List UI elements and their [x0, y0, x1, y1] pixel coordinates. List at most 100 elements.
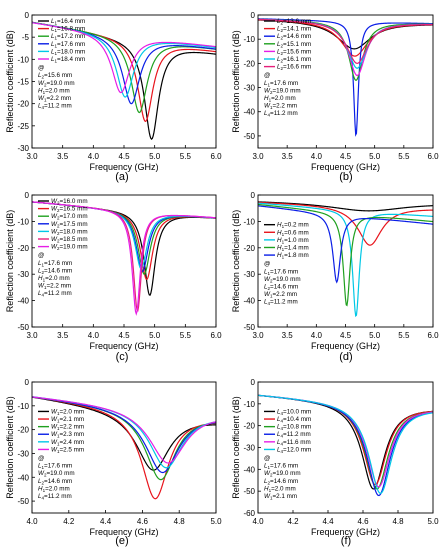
panel-caption: (f) [341, 535, 351, 547]
x-axis-label: Frequency (GHz) [311, 527, 380, 537]
annotation-line-5: L4=11.2 mm [38, 290, 72, 298]
y-tick-label: -60 [243, 509, 255, 518]
curves [32, 201, 216, 316]
y-tick-label: -30 [243, 444, 255, 453]
panel-4: 4.0 4.2 4.4 4.6 4.8 5.0 0 -10 -20 -30 -40 -50 Freque… [5, 378, 222, 547]
legend-label-2: W2=17.0 mm [51, 213, 88, 221]
y-tick-label: 0 [251, 378, 256, 387]
legend-label-0: L2=13.6 mm [277, 18, 311, 26]
curves [32, 396, 216, 500]
legend-label-3: L1=17.6 mm [51, 41, 85, 49]
x-tick-label: 4.2 [287, 517, 299, 526]
legend-label-0: W1=2.0 mm [51, 408, 84, 416]
annotation-line-4: H1=2.0 mm [264, 485, 296, 493]
y-tick-label: -15 [17, 78, 29, 87]
annotation-line-0: @ [264, 455, 270, 462]
y-tick-label: -20 [243, 422, 255, 431]
annotation-line-4: W1=2.2 mm [264, 291, 297, 299]
annotation-line-5: L4=11.2 mm [264, 299, 298, 307]
legend-label-1: W1=2.1 mm [51, 416, 84, 424]
legend-label-3: L2=15.1 mm [277, 41, 311, 49]
legend-label-3: H1=1.4 mm [277, 244, 309, 252]
legend-label-5: L2=16.1 mm [277, 56, 311, 64]
plot-frame [31, 381, 217, 514]
annotation-line-3: H1=2.0 mm [38, 275, 70, 283]
y-tick-label: -40 [243, 108, 255, 117]
panel-caption: (a) [115, 171, 128, 183]
x-tick-label: 5.0 [210, 517, 222, 526]
annotation-line-0: @ [264, 261, 270, 268]
legend-label-1: H1=0.6 mm [277, 229, 309, 237]
x-tick-label: 5.5 [398, 331, 410, 340]
y-tick-label: -20 [243, 59, 255, 68]
x-tick-label: 6.0 [427, 152, 439, 161]
x-tick-label: 3.5 [57, 331, 69, 340]
annotation-line-2: W2=19.0 mm [264, 470, 301, 478]
annotation-line-1: L1=17.6 mm [264, 268, 298, 276]
x-tick-label: 4.4 [100, 517, 112, 526]
x-tick-label: 4.8 [174, 517, 186, 526]
y-tick-label: 0 [25, 11, 30, 20]
curves [258, 394, 433, 497]
panel-caption: (e) [115, 535, 128, 547]
y-tick-label: -20 [17, 244, 29, 253]
y-axis-label: Reflection coefficient (dB) [231, 210, 241, 312]
y-axis-label: Reflection coefficient (dB) [231, 396, 241, 498]
series-line-5 [32, 22, 216, 94]
y-tick-label: -50 [17, 323, 29, 332]
legend-label-6: L2=16.6 mm [277, 64, 311, 72]
y-axis-label: Reflection coefficient (dB) [5, 30, 15, 132]
x-tick-label: 4.6 [357, 517, 369, 526]
legend-label-0: W2=16.0 mm [51, 198, 88, 206]
annotation-line-3: H1=2.0 mm [38, 87, 70, 95]
x-tick-label: 5.0 [149, 152, 161, 161]
y-axis-label: Reflection coefficient (dB) [231, 30, 241, 132]
y-tick-label: -20 [243, 244, 255, 253]
y-tick-label: -50 [243, 487, 255, 496]
y-tick-label: -40 [17, 473, 29, 482]
annotation-line-1: L2=15.6 mm [38, 72, 72, 80]
annotation-line-2: L2=14.6 mm [38, 267, 72, 275]
legend-label-4: L4=11.6 mm [277, 439, 311, 447]
annotation-line-0: @ [264, 72, 270, 79]
series-line-6 [32, 201, 216, 316]
annotation-line-3: H1=2.0 mm [264, 95, 296, 103]
x-tick-label: 6.0 [210, 152, 222, 161]
x-tick-label: 3.0 [26, 331, 38, 340]
x-tick-label: 3.0 [252, 331, 264, 340]
x-tick-label: 5.5 [180, 331, 192, 340]
x-tick-label: 3.5 [57, 152, 69, 161]
y-tick-label: -40 [243, 297, 255, 306]
x-tick-label: 4.5 [118, 152, 130, 161]
legend-label-3: W1=2.3 mm [51, 431, 84, 439]
x-tick-label: 4.6 [137, 517, 149, 526]
annotation-line-2: W2=19.0 mm [38, 470, 75, 478]
annotation-line-2: W2=19.0 mm [264, 276, 301, 284]
annotation-line-4: W1=2.2 mm [38, 95, 71, 103]
series-line-5 [32, 396, 216, 464]
curves [32, 21, 216, 140]
y-tick-label: -30 [243, 84, 255, 93]
x-tick-label: 4.0 [252, 517, 264, 526]
legend-label-3: L4=11.2 mm [277, 431, 311, 439]
legend-label-5: W1=2.5 mm [51, 446, 84, 454]
annotation-line-2: W2=19.0 mm [38, 80, 75, 88]
y-tick-label: 0 [25, 378, 30, 387]
x-tick-label: 4.4 [322, 517, 334, 526]
legend-label-2: H1=1.0 mm [277, 237, 309, 245]
y-tick-label: -50 [243, 323, 255, 332]
x-tick-label: 4.0 [26, 517, 38, 526]
legend-label-1: L4=10.4 mm [277, 416, 311, 424]
y-tick-label: -10 [243, 217, 255, 226]
y-tick-label: -20 [17, 426, 29, 435]
y-tick-label: -10 [17, 217, 29, 226]
annotation-line-0: @ [38, 252, 44, 259]
y-tick-label: -5 [22, 33, 30, 42]
legend-label-1: L2=14.1 mm [277, 26, 311, 33]
y-tick-label: -30 [17, 144, 29, 153]
x-tick-label: 5.0 [369, 152, 381, 161]
x-tick-label: 4.0 [88, 331, 100, 340]
x-tick-label: 4.0 [88, 152, 100, 161]
x-tick-label: 4.0 [311, 331, 323, 340]
x-tick-label: 4.5 [340, 331, 352, 340]
